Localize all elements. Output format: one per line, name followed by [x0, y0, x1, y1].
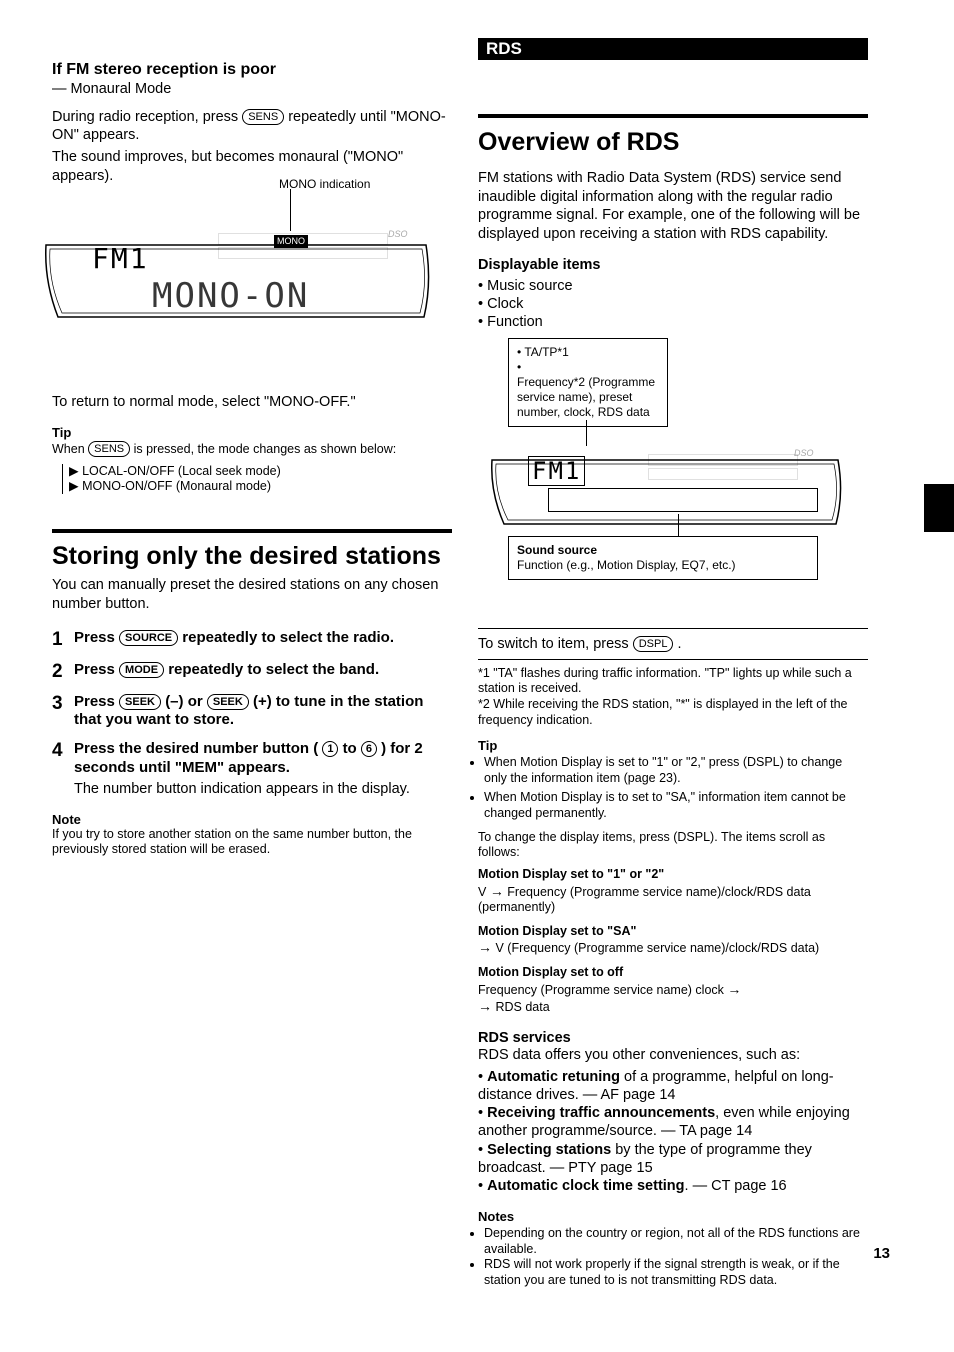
- m3b: Frequency (Programme service name) clock: [478, 983, 724, 997]
- left-column: If FM stereo reception is poor — Monaura…: [52, 0, 452, 858]
- m3c: RDS data: [495, 1000, 549, 1014]
- motion-2: Motion Display set to "SA" → V (Frequenc…: [478, 924, 868, 957]
- mode-button[interactable]: MODE: [119, 662, 164, 678]
- display-1: MONO indication FM1 MONO-ON MONO DSO: [52, 189, 452, 349]
- rds-services-head: RDS services: [478, 1030, 868, 1046]
- s4m: to: [343, 740, 361, 757]
- di0: Music source: [487, 278, 572, 294]
- mono-tip-b1: When: [52, 442, 88, 456]
- m1b: Frequency (Programme service name)/clock…: [478, 885, 811, 915]
- mono-sub: — Monaural Mode: [52, 80, 452, 98]
- sidebar-tab: [924, 484, 954, 532]
- mono-flow1: LOCAL-ON/OFF (Local seek mode): [82, 464, 281, 478]
- s2a: Press: [74, 661, 119, 678]
- sens-button[interactable]: SENS: [242, 109, 284, 125]
- sv0b: Automatic retuning: [487, 1069, 620, 1085]
- mono-section: If FM stereo reception is poor — Monaura…: [52, 60, 452, 495]
- sv3b: Automatic clock time setting: [487, 1178, 684, 1194]
- rds-heading: Overview of RDS: [478, 128, 868, 157]
- disp1-main: MONO-ON: [152, 275, 309, 318]
- source-button[interactable]: SOURCE: [119, 630, 178, 646]
- co-t1: • TA/TP*1: [517, 345, 659, 360]
- sv3r: . — CT page 16: [685, 1178, 787, 1194]
- page: If FM stereo reception is poor — Monaura…: [0, 0, 954, 1352]
- step-num: 3: [52, 693, 74, 731]
- rds-para1: FM stations with Radio Data System (RDS)…: [478, 169, 868, 243]
- seek-minus-button[interactable]: SEEK: [119, 694, 161, 710]
- s1a: Press: [74, 629, 119, 646]
- motion-3: Motion Display set to off Frequency (Pro…: [478, 965, 868, 1016]
- s3a: Press: [74, 693, 119, 710]
- step-num: 1: [52, 629, 74, 651]
- rds-header-bar: RDS: [478, 38, 868, 60]
- mono-cancel: To return to normal mode, select "MONO-O…: [52, 393, 452, 411]
- co-bhead: Sound source: [517, 543, 597, 557]
- tip2: When Motion Display is to set to "SA," i…: [484, 790, 868, 821]
- rds-services-body: RDS data offers you other conveniences, …: [478, 1046, 868, 1064]
- mem-heading: Storing only the desired stations: [52, 543, 452, 571]
- mono-tip-head: Tip: [52, 425, 452, 441]
- rds-services-list: • Automatic retuning of a programme, hel…: [478, 1068, 868, 1195]
- disp1-dso: DSO: [388, 229, 408, 240]
- rds-disp-head: Displayable items: [478, 257, 868, 273]
- s4n: The number button indication appears in …: [74, 780, 452, 798]
- mono-tip-b2: is pressed, the mode changes as shown be…: [134, 442, 397, 456]
- sens-button-2[interactable]: SENS: [88, 441, 130, 457]
- foot1: *1 "TA" flashes during traffic informati…: [478, 666, 868, 697]
- mem-step-2: 2 Press MODE repeatedly to select the ba…: [52, 661, 452, 683]
- n1: RDS will not work properly if the signal…: [484, 1257, 868, 1288]
- mem-step-4: 4 Press the desired number button ( 1 to…: [52, 740, 452, 798]
- co-t2: • Frequency*2 (Programme service name), …: [517, 360, 659, 420]
- mono-flow2: MONO-ON/OFF (Monaural mode): [82, 479, 271, 493]
- page-number: 13: [873, 1245, 890, 1262]
- m2a: Motion Display set to "SA": [478, 924, 636, 938]
- disp2-top-callout: • TA/TP*1 • Frequency*2 (Programme servi…: [508, 338, 668, 427]
- s3m: (–) or: [165, 693, 207, 710]
- preset-6-button[interactable]: 6: [361, 741, 377, 757]
- mem-intro: You can manually preset the desired stat…: [52, 576, 452, 612]
- flow-intro: To change the display items, press (DSPL…: [478, 830, 868, 861]
- disp2-bottom-callout: Sound source Function (e.g., Motion Disp…: [508, 536, 818, 580]
- mono-tip-body: When SENS is pressed, the mode changes a…: [52, 441, 452, 495]
- motion-1: Motion Display set to "1" or "2" V → Fre…: [478, 867, 868, 916]
- di1: Clock: [487, 296, 523, 312]
- mono-step-after: The sound improves, but becomes monaural…: [52, 148, 452, 184]
- mem-note-body: If you try to store another station on t…: [52, 827, 452, 858]
- right-column: RDS Overview of RDS FM stations with Rad…: [478, 0, 868, 1290]
- sv1b: Receiving traffic announcements: [487, 1105, 715, 1121]
- rds-bar-label: RDS: [478, 38, 868, 60]
- mem-note-head: Note: [52, 812, 452, 827]
- mem-step-1: 1 Press SOURCE repeatedly to select the …: [52, 629, 452, 651]
- n0: Depending on the country or region, not …: [484, 1226, 868, 1257]
- rds-notes-head: Notes: [478, 1209, 868, 1224]
- seek-plus-button[interactable]: SEEK: [207, 694, 249, 710]
- s2b: repeatedly to select the band.: [168, 661, 379, 678]
- tip1: When Motion Display is set to "1" or "2,…: [484, 755, 868, 786]
- di2: Function: [487, 314, 543, 330]
- co-bsub: Function (e.g., Motion Display, EQ7, etc…: [517, 558, 736, 572]
- display-1-callout: MONO indication: [279, 177, 370, 192]
- mono-step-text-1: During radio reception, press: [52, 109, 242, 125]
- rds-notes: Depending on the country or region, not …: [478, 1226, 868, 1289]
- step-num: 4: [52, 740, 74, 798]
- display-2: • TA/TP*1 • Frequency*2 (Programme servi…: [478, 338, 868, 658]
- mem-step-3: 3 Press SEEK (–) or SEEK (+) to tune in …: [52, 693, 452, 731]
- step-num: 2: [52, 661, 74, 683]
- sv2b: Selecting stations: [487, 1142, 611, 1158]
- s1b: repeatedly to select the radio.: [182, 629, 394, 646]
- rds-tips: When Motion Display is set to "1" or "2,…: [478, 755, 868, 822]
- rds-tip-head: Tip: [478, 738, 868, 753]
- rds-disp-items: • Music source • Clock • Function: [478, 277, 868, 331]
- disp1-fm: FM1: [92, 241, 149, 276]
- mono-heading: If FM stereo reception is poor: [52, 60, 452, 80]
- preset-1-button[interactable]: 1: [322, 741, 338, 757]
- foot2: *2 While receiving the RDS station, "*" …: [478, 697, 868, 728]
- m3a: Motion Display set to off: [478, 965, 623, 979]
- s4a: Press the desired number button (: [74, 740, 318, 757]
- m1a: Motion Display set to "1" or "2": [478, 867, 664, 881]
- disp2-fm: FM1: [528, 456, 585, 486]
- mono-step: During radio reception, press SENS repea…: [52, 108, 452, 144]
- m2b: V (Frequency (Programme service name)/cl…: [495, 941, 819, 955]
